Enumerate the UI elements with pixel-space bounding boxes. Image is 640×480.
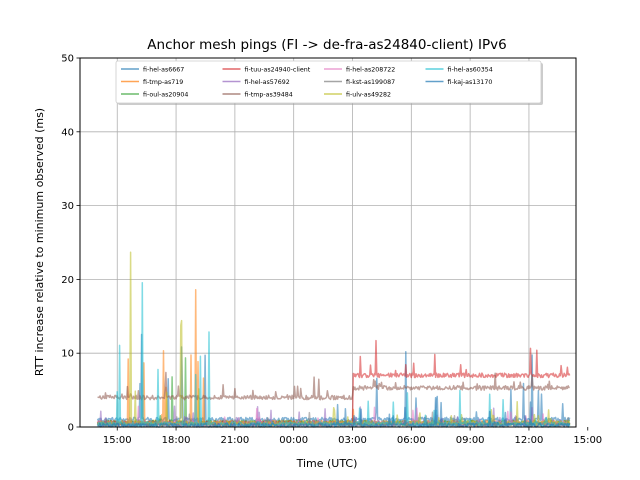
y-tick-label: 0 bbox=[68, 423, 74, 434]
x-tick-label: 15:00 bbox=[103, 435, 132, 446]
legend-entry[interactable]: fi-oul-as20904 bbox=[143, 91, 188, 98]
x-tick-label: 06:00 bbox=[397, 435, 426, 446]
x-tick-label: 00:00 bbox=[279, 435, 308, 446]
y-tick-label: 30 bbox=[61, 201, 74, 212]
legend-entry[interactable]: fi-tmp-as39484 bbox=[245, 91, 293, 98]
legend-entry[interactable]: fi-kaj-as13170 bbox=[448, 79, 493, 86]
legend-entry[interactable]: fi-hel-as6667 bbox=[143, 66, 184, 73]
x-tick-label: 21:00 bbox=[220, 435, 249, 446]
legend-entry[interactable]: fi-tmp-as719 bbox=[143, 79, 183, 86]
y-tick-label: 20 bbox=[61, 275, 74, 286]
y-tick-label: 40 bbox=[61, 127, 74, 138]
chart-title: Anchor mesh pings (FI -> de-fra-as24840-… bbox=[147, 37, 506, 53]
x-axis-label: Time (UTC) bbox=[296, 457, 358, 470]
x-tick-label: 18:00 bbox=[162, 435, 191, 446]
legend-entry[interactable]: fi-hel-as208722 bbox=[346, 66, 395, 73]
grid-lines bbox=[80, 57, 576, 428]
legend-entry[interactable]: fi-ulv-as49282 bbox=[346, 91, 391, 98]
y-tick-label: 10 bbox=[61, 349, 74, 360]
plot-frame bbox=[79, 57, 577, 428]
legend-entry[interactable]: fi-hel-as60354 bbox=[448, 66, 493, 73]
x-tick-label: 03:00 bbox=[338, 435, 367, 446]
y-tick-label: 50 bbox=[61, 54, 74, 65]
legend-entry[interactable]: fi-tuu-as24940-client bbox=[245, 66, 311, 73]
legend-entry[interactable]: fi-kst-as199087 bbox=[346, 79, 395, 86]
series-line-fi-tmp-as39484 bbox=[97, 371, 570, 401]
legend[interactable]: fi-hel-as6667 fi-tmp-as719 fi-oul-as20904 f… bbox=[115, 60, 543, 105]
y-axis-label: RTT increase relative to minimum observe… bbox=[33, 108, 46, 376]
legend-entry[interactable]: fi-hel-as57692 bbox=[245, 79, 290, 86]
series-line-fi-kaj-as13170 bbox=[97, 396, 571, 428]
x-tick-label: 12:00 bbox=[515, 435, 544, 446]
x-tick-label: 15:00 bbox=[573, 435, 602, 446]
x-axis: 15:00 18:00 21:00 00:00 03:00 06:00 09:00 12:00… bbox=[103, 427, 602, 446]
y-axis: 0 10 20 30 40 50 bbox=[61, 54, 80, 434]
x-tick-label: 09:00 bbox=[456, 435, 485, 446]
series-layer bbox=[96, 251, 571, 428]
